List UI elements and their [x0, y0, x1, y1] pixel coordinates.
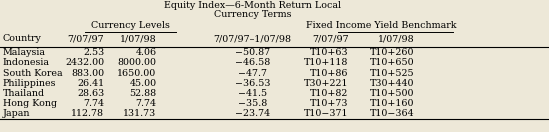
Text: T30+221: T30+221 [304, 79, 349, 88]
Text: Currency Levels: Currency Levels [91, 21, 170, 30]
Text: Country: Country [3, 34, 42, 43]
Text: −23.74: −23.74 [235, 109, 270, 118]
Text: −47.7: −47.7 [238, 69, 267, 77]
Text: Currency Terms: Currency Terms [214, 10, 292, 19]
Text: T10+500: T10+500 [370, 89, 414, 98]
Text: T10+118: T10+118 [304, 58, 349, 67]
Text: 28.63: 28.63 [77, 89, 104, 98]
Text: 7/07/97–1/07/98: 7/07/97–1/07/98 [214, 34, 292, 43]
Text: −46.58: −46.58 [235, 58, 270, 67]
Text: 1/07/98: 1/07/98 [120, 34, 156, 43]
Text: T10+260: T10+260 [370, 48, 414, 57]
Text: South Korea: South Korea [3, 69, 63, 77]
Text: 131.73: 131.73 [123, 109, 156, 118]
Text: T10+650: T10+650 [370, 58, 414, 67]
Text: Equity Index—6-Month Return Local: Equity Index—6-Month Return Local [164, 1, 341, 10]
Text: 2432.00: 2432.00 [65, 58, 104, 67]
Text: 883.00: 883.00 [71, 69, 104, 77]
Text: T10+525: T10+525 [370, 69, 414, 77]
Text: 7/07/97: 7/07/97 [312, 34, 349, 43]
Text: T10−364: T10−364 [370, 109, 414, 118]
Text: 7.74: 7.74 [83, 99, 104, 108]
Text: 52.88: 52.88 [130, 89, 156, 98]
Text: 1/07/98: 1/07/98 [378, 34, 414, 43]
Text: Hong Kong: Hong Kong [3, 99, 57, 108]
Text: Japan: Japan [3, 109, 30, 118]
Text: −41.5: −41.5 [238, 89, 267, 98]
Text: Malaysia: Malaysia [3, 48, 46, 57]
Text: 8000.00: 8000.00 [117, 58, 156, 67]
Text: Indonesia: Indonesia [3, 58, 50, 67]
Text: T30+440: T30+440 [370, 79, 414, 88]
Text: 1650.00: 1650.00 [117, 69, 156, 77]
Text: 4.06: 4.06 [136, 48, 156, 57]
Text: T10+82: T10+82 [310, 89, 349, 98]
Text: T10+160: T10+160 [370, 99, 414, 108]
Text: 7/07/97: 7/07/97 [68, 34, 104, 43]
Text: −36.53: −36.53 [235, 79, 270, 88]
Text: T10+73: T10+73 [310, 99, 349, 108]
Text: Fixed Income Yield Benchmark: Fixed Income Yield Benchmark [306, 21, 457, 30]
Text: −50.87: −50.87 [235, 48, 270, 57]
Text: 26.41: 26.41 [77, 79, 104, 88]
Text: T10−371: T10−371 [304, 109, 349, 118]
Text: −35.8: −35.8 [238, 99, 267, 108]
Text: T10+86: T10+86 [310, 69, 349, 77]
Text: 2.53: 2.53 [83, 48, 104, 57]
Text: T10+63: T10+63 [310, 48, 349, 57]
Text: Thailand: Thailand [3, 89, 45, 98]
Text: 45.00: 45.00 [130, 79, 156, 88]
Text: 112.78: 112.78 [71, 109, 104, 118]
Text: Philippines: Philippines [3, 79, 56, 88]
Text: 7.74: 7.74 [136, 99, 156, 108]
